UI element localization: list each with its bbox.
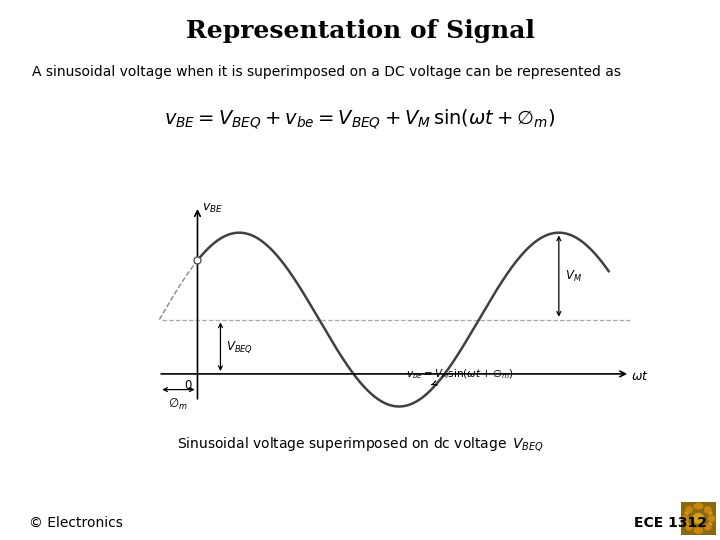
- Circle shape: [696, 503, 701, 509]
- Text: Representation of Signal: Representation of Signal: [186, 19, 534, 43]
- Circle shape: [705, 507, 711, 512]
- Text: $v_{BE} = V_{BEQ} + v_{be} = V_{BEQ} + V_M\,\sin(\omega t + \emptyset_m)$: $v_{BE} = V_{BEQ} + v_{be} = V_{BEQ} + V…: [164, 108, 556, 131]
- Circle shape: [708, 516, 715, 521]
- Text: 0: 0: [184, 379, 192, 392]
- Text: $v_{BE}$: $v_{BE}$: [202, 202, 222, 215]
- Text: $\omega t$: $\omega t$: [631, 370, 649, 383]
- Text: $\emptyset_m$: $\emptyset_m$: [168, 397, 189, 412]
- Circle shape: [688, 509, 708, 528]
- Text: $V_{BEQ}$: $V_{BEQ}$: [226, 339, 253, 355]
- Circle shape: [696, 528, 701, 534]
- Text: $v_{be} = V_M\sin(\omega t + \emptyset_m)$: $v_{be} = V_M\sin(\omega t + \emptyset_m…: [406, 367, 514, 385]
- Text: © Electronics: © Electronics: [29, 516, 122, 530]
- Text: A sinusoidal voltage when it is superimposed on a DC voltage can be represented : A sinusoidal voltage when it is superimp…: [32, 65, 621, 79]
- Circle shape: [686, 524, 692, 530]
- Circle shape: [686, 507, 692, 512]
- Text: Sinusoidal voltage superimposed on dc voltage $\,V_{BEQ}$: Sinusoidal voltage superimposed on dc vo…: [176, 435, 544, 453]
- Circle shape: [682, 516, 688, 521]
- Circle shape: [693, 514, 703, 523]
- Text: $V_M$: $V_M$: [564, 268, 582, 284]
- Circle shape: [705, 524, 711, 530]
- Text: ECE 1312: ECE 1312: [634, 516, 706, 530]
